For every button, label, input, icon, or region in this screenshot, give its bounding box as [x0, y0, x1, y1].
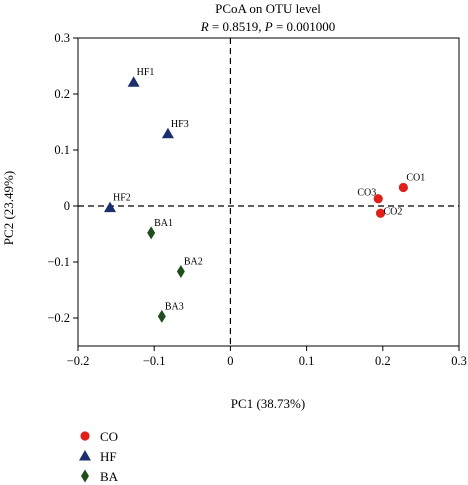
- point-label: HF2: [113, 193, 131, 204]
- y-tick-label: −0.2: [47, 311, 70, 325]
- point-label: CO3: [357, 188, 376, 199]
- point-label: BA1: [154, 218, 173, 229]
- data-point-hf2: [104, 201, 117, 213]
- y-tick-label: 0: [64, 199, 70, 213]
- chart-subtitle: R = 0.8519, P = 0.001000: [200, 19, 336, 34]
- point-label: CO1: [406, 173, 425, 184]
- y-axis-label: PC2 (23.49%): [1, 171, 16, 245]
- data-point-co2: [375, 208, 386, 218]
- legend-ba-label: BA: [100, 469, 119, 484]
- chart-title: PCoA on OTU level: [215, 1, 321, 16]
- point-label: BA2: [184, 257, 203, 268]
- y-tick-label: 0.3: [54, 31, 70, 45]
- data-point-hf3: [161, 127, 174, 139]
- x-tick-label: −0.1: [143, 354, 166, 368]
- plot-area: −0.2 −0.1 0 0.1 0.2 0.3 −0.2 −0.1 0 0.1 0.2 0.3 CO1 C…: [47, 31, 467, 368]
- legend-ba-marker: [81, 469, 89, 483]
- point-label: HF3: [171, 119, 189, 130]
- x-axis-label: PC1 (38.73%): [231, 396, 305, 411]
- legend-hf-marker: [79, 450, 91, 461]
- legend: CO HF BA: [79, 429, 119, 484]
- y-tick-label: −0.1: [47, 255, 70, 269]
- data-point-hf1: [127, 76, 140, 87]
- data-point-co3: [373, 194, 383, 204]
- plot-frame: [77, 37, 460, 347]
- data-point-ba2: [176, 265, 185, 279]
- x-tick-label: 0: [227, 354, 233, 368]
- x-tick-label: 0.3: [451, 354, 467, 368]
- legend-co-marker: [80, 431, 90, 441]
- point-label: HF1: [137, 67, 155, 78]
- y-tick-label: 0.2: [54, 87, 70, 101]
- x-tick-label: −0.2: [67, 354, 90, 368]
- legend-hf-label: HF: [100, 449, 117, 464]
- y-tick-label: 0.1: [54, 143, 70, 157]
- x-tick-label: 0.2: [375, 354, 391, 368]
- point-label: CO2: [384, 206, 403, 217]
- point-label: BA3: [165, 301, 184, 312]
- legend-co-label: CO: [100, 429, 118, 444]
- data-point-co1: [398, 182, 408, 193]
- data-point-ba3: [157, 309, 166, 323]
- x-tick-label: 0.1: [299, 354, 315, 368]
- data-point-ba1: [147, 226, 156, 240]
